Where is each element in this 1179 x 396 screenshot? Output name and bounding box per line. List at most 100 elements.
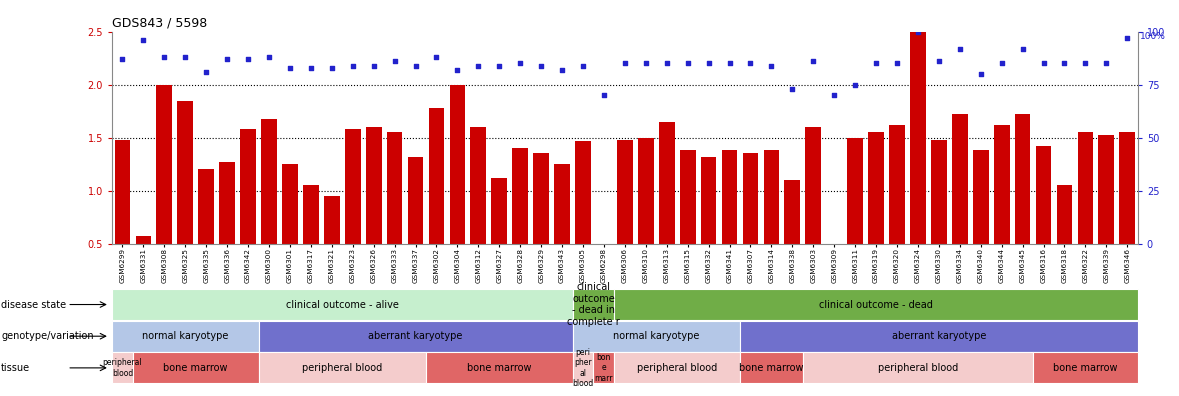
Point [888,60,907,67]
Bar [826,278,842,297]
Bar [722,150,737,297]
Point [511,60,529,67]
Text: aberrant karyotype: aberrant karyotype [891,331,986,341]
Point [489,63,508,69]
Point [154,54,173,60]
Text: 100%: 100% [1140,32,1166,41]
Point [113,56,132,63]
Text: bon
e
marr: bon e marr [594,353,613,383]
Text: tissue: tissue [1,363,31,373]
Bar [324,196,340,297]
Bar [554,164,569,297]
Point [302,65,321,71]
Bar [1015,114,1030,297]
Point [699,60,718,67]
Bar [533,154,549,297]
Bar [282,164,298,297]
Text: genotype/variation: genotype/variation [1,331,94,341]
Bar [617,140,633,297]
Bar [973,150,988,297]
Text: clinical outcome - dead: clinical outcome - dead [819,299,933,310]
Text: aberrant karyotype: aberrant karyotype [368,331,462,341]
Point [532,63,551,69]
Text: normal karyotype: normal karyotype [613,331,699,341]
Point [343,63,362,69]
Text: peripheral blood: peripheral blood [878,363,959,373]
Point [238,56,257,63]
Bar [597,290,612,297]
Bar [241,129,256,297]
Point [322,65,341,71]
Point [971,71,990,77]
Text: normal karyotype: normal karyotype [143,331,229,341]
Point [259,54,278,60]
Bar [219,162,235,297]
Text: clinical
outcome
- dead in
complete r: clinical outcome - dead in complete r [567,282,620,327]
Text: clinical outcome - alive: clinical outcome - alive [285,299,399,310]
Bar [429,108,444,297]
Bar [805,127,821,297]
Bar [345,129,361,297]
Bar [387,132,402,297]
Bar [784,180,801,297]
Point [804,58,823,65]
Bar [889,125,904,297]
Point [406,63,424,69]
Point [176,54,195,60]
Bar [198,169,215,297]
Point [825,92,844,98]
Point [845,82,864,88]
Bar [1035,146,1052,297]
Bar [303,185,318,297]
Point [134,37,153,43]
Point [197,69,216,75]
Text: GDS843 / 5598: GDS843 / 5598 [112,16,208,29]
Point [867,60,885,67]
Point [573,63,592,69]
Text: peripheral blood: peripheral blood [302,363,382,373]
Bar [1099,135,1114,297]
Text: peripheral
blood: peripheral blood [103,358,143,377]
Bar [868,132,884,297]
Bar [743,154,758,297]
Bar [157,85,172,297]
Bar [951,114,968,297]
Bar [513,148,528,297]
Point [594,92,613,98]
Bar [114,140,131,297]
Bar [449,85,466,297]
Bar [262,118,277,297]
Point [427,54,446,60]
Text: peri
pher
al
blood: peri pher al blood [572,348,594,388]
Point [950,46,969,52]
Bar [848,137,863,297]
Point [469,63,488,69]
Bar [700,157,717,297]
Point [762,63,780,69]
Point [448,67,467,73]
Bar [659,122,674,297]
Point [1076,60,1095,67]
Point [658,60,677,67]
Point [993,60,1012,67]
Text: bone marrow: bone marrow [164,363,228,373]
Point [720,60,739,67]
Bar [575,141,591,297]
Bar [492,178,507,297]
Point [1055,60,1074,67]
Point [1118,35,1137,41]
Bar [365,127,382,297]
Text: disease state: disease state [1,299,66,310]
Bar [931,140,947,297]
Point [1034,60,1053,67]
Point [615,60,634,67]
Text: bone marrow: bone marrow [1053,363,1118,373]
Point [742,60,760,67]
Point [929,58,948,65]
Point [386,58,404,65]
Bar [470,127,486,297]
Bar [136,236,151,297]
Bar [1056,185,1073,297]
Bar [680,150,696,297]
Point [281,65,299,71]
